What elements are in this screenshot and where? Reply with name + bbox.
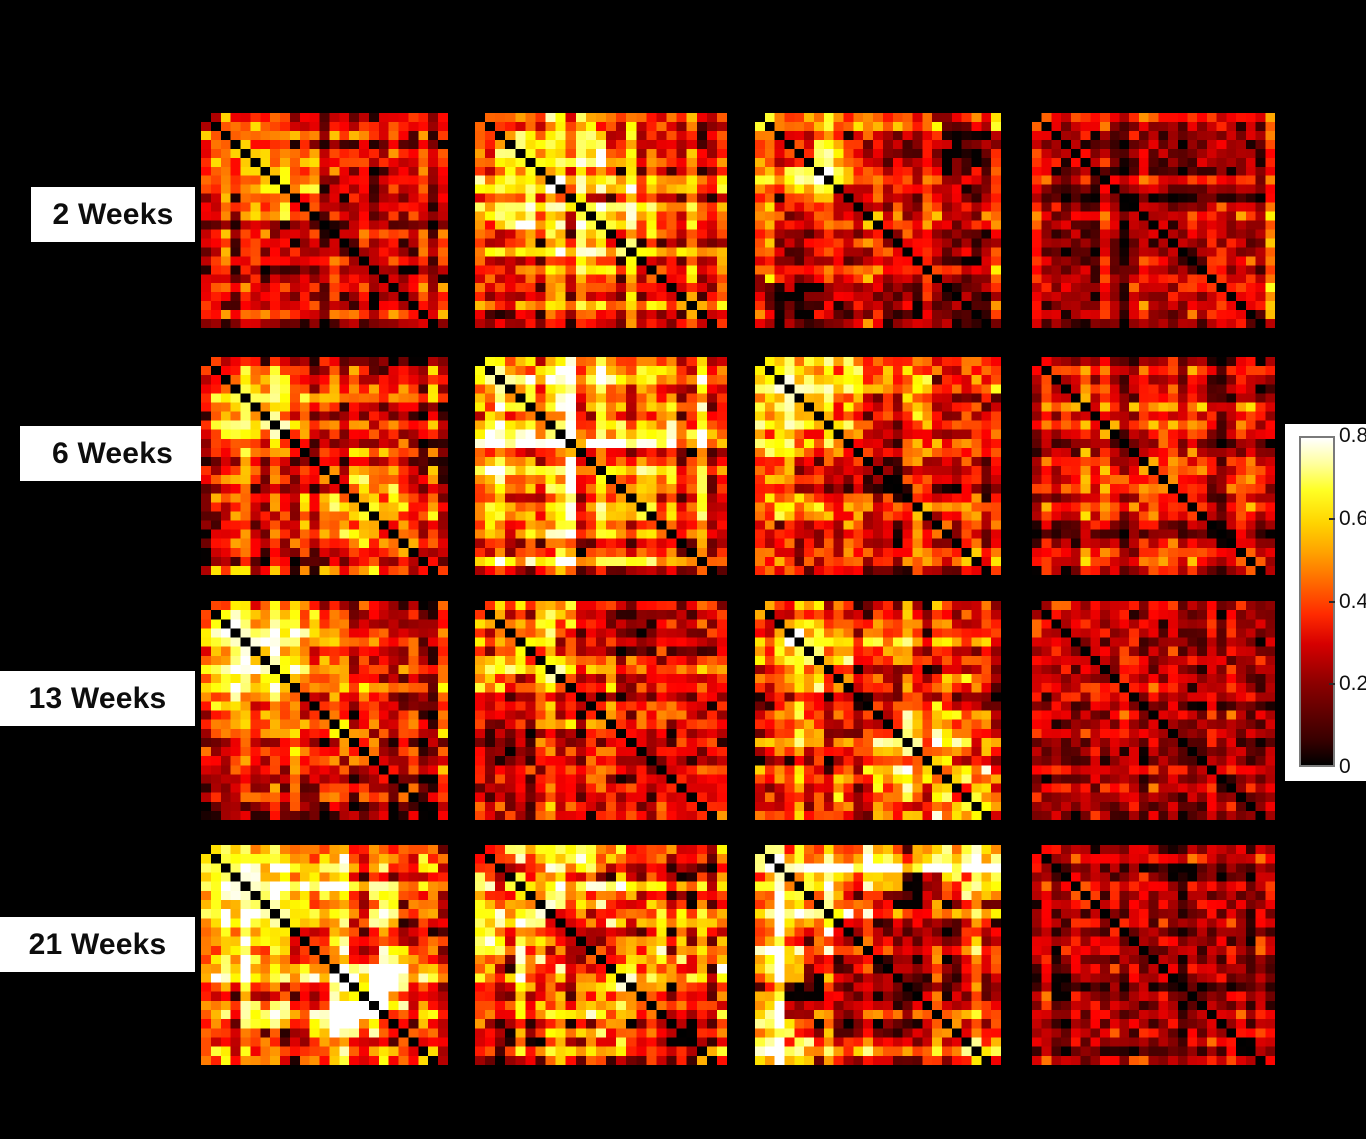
heatmap-canvas bbox=[1032, 845, 1275, 1065]
heatmap-canvas bbox=[475, 845, 727, 1065]
heatmap-panel-r1-c0[interactable] bbox=[201, 357, 448, 575]
heatmap-panel-r3-c2[interactable] bbox=[755, 845, 1001, 1065]
colorbar-tick-label: 0.2 bbox=[1339, 672, 1366, 696]
heatmap-panel-r2-c0[interactable] bbox=[201, 601, 448, 820]
heatmap-canvas bbox=[475, 601, 727, 820]
row-label-text: 21 Weeks bbox=[28, 927, 167, 961]
heatmap-canvas bbox=[201, 845, 448, 1065]
heatmap-canvas bbox=[201, 113, 448, 328]
heatmap-canvas bbox=[201, 601, 448, 820]
heatmap-panel-r3-c0[interactable] bbox=[201, 845, 448, 1065]
heatmap-panel-r2-c1[interactable] bbox=[475, 601, 727, 820]
heatmap-panel-r0-c2[interactable] bbox=[755, 113, 1001, 328]
colorbar-tick-mark bbox=[1329, 683, 1335, 686]
row-label-text: 6 Weeks bbox=[52, 436, 173, 470]
colorbar-tick-label: 0.8 bbox=[1339, 424, 1366, 447]
colorbar: 0.8 0.6 0.4 0.2 0 bbox=[1285, 424, 1366, 781]
heatmap-canvas bbox=[755, 357, 1001, 575]
row-label-2-weeks: 2 Weeks bbox=[31, 187, 195, 242]
heatmap-panel-r2-c2[interactable] bbox=[755, 601, 1001, 820]
heatmap-panel-r3-c3[interactable] bbox=[1032, 845, 1275, 1065]
heatmap-canvas bbox=[755, 845, 1001, 1065]
heatmap-canvas bbox=[475, 113, 727, 328]
heatmap-panel-r2-c3[interactable] bbox=[1032, 601, 1275, 820]
heatmap-canvas bbox=[201, 357, 448, 575]
row-label-13-weeks: 13 Weeks bbox=[0, 671, 195, 726]
row-label-21-weeks: 21 Weeks bbox=[0, 917, 195, 972]
row-label-text: 2 Weeks bbox=[52, 197, 174, 231]
heatmap-canvas bbox=[475, 357, 727, 575]
colorbar-tick-label: 0.4 bbox=[1339, 589, 1366, 613]
heatmap-canvas bbox=[755, 113, 1001, 328]
heatmap-panel-r0-c1[interactable] bbox=[475, 113, 727, 328]
row-label-6-weeks: 6 Weeks bbox=[20, 426, 205, 481]
heatmap-canvas bbox=[1032, 357, 1275, 575]
heatmap-canvas bbox=[1032, 113, 1275, 328]
heatmap-canvas bbox=[755, 601, 1001, 820]
heatmap-panel-r1-c2[interactable] bbox=[755, 357, 1001, 575]
colorbar-tick-label: 0.6 bbox=[1339, 506, 1366, 530]
colorbar-tick-label: 0 bbox=[1339, 755, 1351, 778]
row-label-text: 13 Weeks bbox=[28, 681, 167, 715]
colorbar-tick-mark bbox=[1329, 600, 1335, 603]
heatmap-panel-r3-c1[interactable] bbox=[475, 845, 727, 1065]
heatmap-canvas bbox=[1032, 601, 1275, 820]
heatmap-panel-r0-c0[interactable] bbox=[201, 113, 448, 328]
colorbar-tick-mark bbox=[1329, 517, 1335, 520]
heatmap-panel-r0-c3[interactable] bbox=[1032, 113, 1275, 328]
heatmap-panel-r1-c3[interactable] bbox=[1032, 357, 1275, 575]
heatmap-panel-r1-c1[interactable] bbox=[475, 357, 727, 575]
